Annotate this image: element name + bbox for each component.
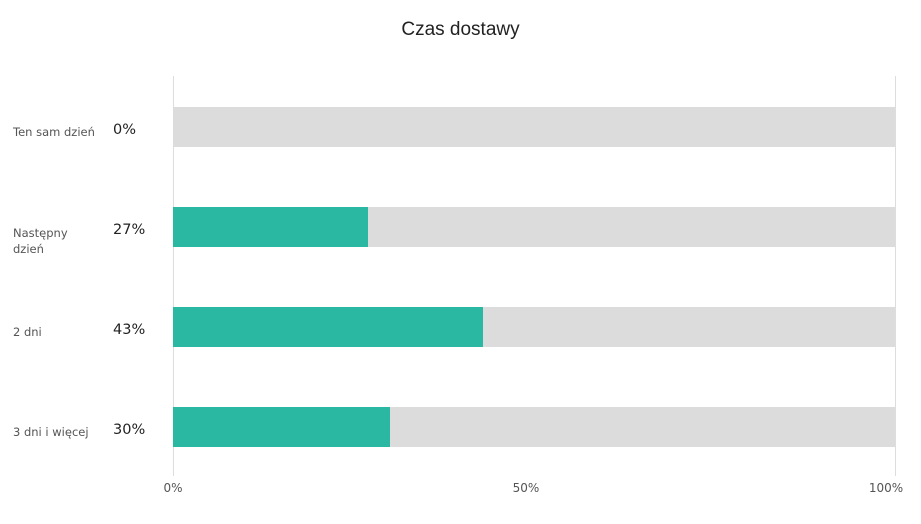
row-value: 27%	[113, 222, 146, 238]
bar-track	[173, 207, 895, 247]
row-value: 0%	[113, 122, 137, 138]
bar-fill	[173, 407, 390, 447]
row-label: Następny dzień	[13, 226, 68, 256]
x-tick-100: 100%	[868, 481, 904, 495]
bar-track	[173, 307, 895, 347]
bar-track	[173, 407, 895, 447]
row-label: Ten sam dzień	[13, 125, 95, 139]
row-label: 2 dni	[13, 325, 42, 339]
row-label: 3 dni i więcej	[13, 425, 89, 439]
x-tick-50: 50%	[512, 481, 540, 495]
axis-line-0	[173, 76, 174, 476]
row-value: 43%	[113, 322, 146, 338]
bar-fill	[173, 207, 368, 247]
bar-fill	[173, 307, 484, 347]
bar-track	[173, 107, 895, 147]
chart-title: Czas dostawy	[401, 19, 520, 40]
x-tick-0: 0%	[163, 481, 183, 495]
axis-line-100	[895, 76, 896, 476]
row-value: 30%	[113, 422, 146, 438]
